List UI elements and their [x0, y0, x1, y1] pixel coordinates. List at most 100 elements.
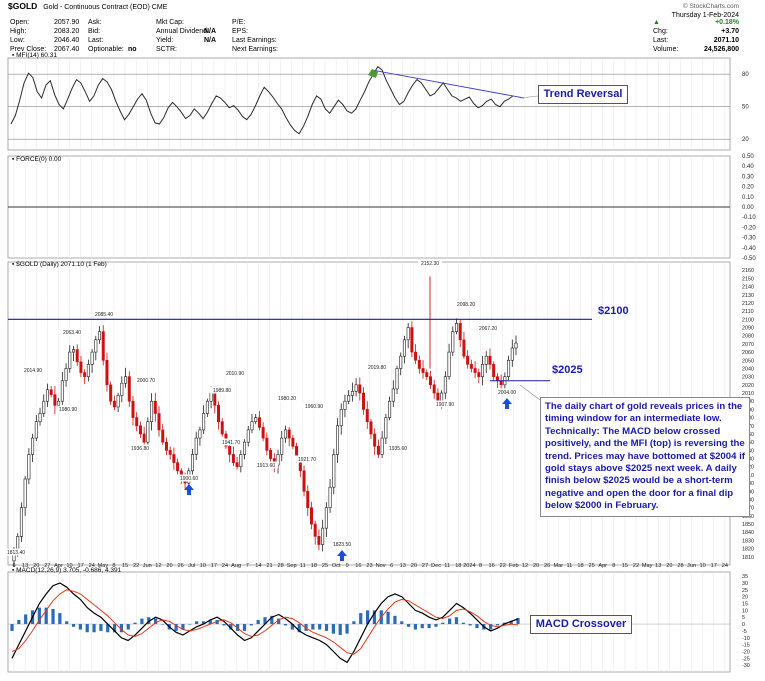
- candle-body: [306, 490, 310, 508]
- stat-row: Yield: N/A: [156, 37, 217, 44]
- price-point-label: 1823.50: [333, 542, 351, 548]
- candle-body: [254, 417, 258, 422]
- x-tick-label: 11: [300, 563, 306, 569]
- price-point-label: 2019.80: [368, 365, 386, 371]
- candle-body: [347, 395, 351, 402]
- x-tick-label: 28: [677, 563, 683, 569]
- x-tick-label: 8: [112, 563, 115, 569]
- x-tick-label: 16: [355, 563, 361, 569]
- macd-histogram-bar: [468, 624, 472, 626]
- candle-body: [276, 454, 280, 466]
- price-point-label: 2000.70: [137, 378, 155, 384]
- macd-histogram-bar: [195, 621, 199, 625]
- candle-body: [194, 437, 198, 455]
- point-label-bg: [134, 376, 158, 384]
- candle-body: [399, 355, 403, 369]
- candle-body: [391, 388, 395, 402]
- macd-histogram-bar: [119, 624, 124, 633]
- candle-body: [153, 400, 157, 414]
- candle-body: [243, 441, 247, 455]
- point-label-bg: [254, 461, 278, 469]
- price-y-tick: 2110: [742, 309, 754, 315]
- candle-body: [283, 429, 287, 439]
- force-panel-title: ▪ FORCE(0) 0.00: [12, 156, 62, 163]
- price-y-tick: 2070: [742, 342, 754, 348]
- x-tick-label: 24: [722, 563, 728, 569]
- candle-body: [157, 413, 161, 431]
- macd-histogram-bar: [475, 624, 479, 629]
- macd-histogram-bar: [509, 621, 513, 625]
- mfi-panel-title: ▪ MFI(14) 60.31: [12, 52, 57, 59]
- candle-body: [19, 507, 23, 537]
- mfi-y-tick: 20: [742, 137, 749, 143]
- candle-body: [425, 372, 429, 377]
- price-point-label: 2098.20: [457, 302, 475, 308]
- x-tick-label: 13: [400, 563, 406, 569]
- candle-body: [466, 355, 470, 365]
- price-point-label: 1936.80: [131, 446, 149, 452]
- macd-y-tick: 10: [742, 608, 748, 614]
- macd-y-tick: -15: [742, 643, 750, 649]
- stat-row: Bid:: [88, 28, 101, 35]
- x-tick-label: 20: [411, 563, 417, 569]
- stat-row: Prev Close: 2067.40: [10, 46, 80, 53]
- mfi-y-tick: 80: [742, 72, 749, 78]
- candle-body: [209, 392, 213, 402]
- x-tick-label: 21: [266, 563, 272, 569]
- stat-row: High: 2083.20: [10, 28, 80, 35]
- point-label-bg: [223, 369, 247, 377]
- point-label-bg: [302, 402, 326, 410]
- candle-body: [213, 392, 217, 406]
- candle-body: [380, 437, 384, 455]
- candle-body: [350, 391, 354, 396]
- candle-body: [164, 441, 168, 451]
- x-tick-label: Sep: [287, 563, 297, 569]
- macd-histogram-bar: [215, 619, 219, 625]
- x-tick-label: Apr: [54, 563, 63, 569]
- point-label-bg: [386, 444, 410, 452]
- force-y-tick: -0.10: [742, 215, 756, 221]
- price-point-label: 2010.90: [226, 371, 244, 377]
- macd-histogram-bar: [160, 624, 165, 625]
- price-y-tick: 2120: [742, 301, 754, 307]
- candle-body: [406, 327, 410, 341]
- macd-histogram-bar: [324, 624, 329, 631]
- x-tick-label: Nov: [376, 563, 386, 569]
- macd-histogram-bar: [71, 624, 76, 627]
- quote-date: Thursday 1-Feb-2024: [671, 12, 739, 19]
- candle-body: [124, 376, 128, 384]
- candle-body: [239, 454, 243, 468]
- macd-histogram-bar: [345, 624, 349, 634]
- candle-body: [365, 409, 369, 422]
- price-y-tick: 2090: [742, 326, 754, 332]
- macd-histogram-bar: [99, 624, 103, 631]
- candle-body: [235, 462, 239, 468]
- candle-body: [402, 339, 406, 357]
- price-point-label: 1980.20: [278, 396, 296, 402]
- stat-row: Ask:: [88, 19, 102, 26]
- x-tick-label: 26: [177, 563, 183, 569]
- macd-histogram-bar: [270, 615, 274, 625]
- point-label-bg: [433, 400, 457, 408]
- x-tick-label: 22: [133, 563, 139, 569]
- candle-body: [484, 355, 488, 365]
- macd-histogram-bar: [454, 617, 459, 625]
- stat-row: P/E:: [232, 19, 246, 26]
- candle-body: [98, 331, 102, 341]
- macd-histogram-bar: [263, 617, 267, 625]
- candle-body: [205, 400, 209, 414]
- x-tick-label: 12: [522, 563, 528, 569]
- macd-y-tick: 30: [742, 581, 748, 587]
- price-point-label: 2067.20: [479, 326, 497, 332]
- price-point-label: 1941.70: [222, 440, 240, 446]
- macd-histogram-bar: [283, 624, 288, 626]
- point-label-bg: [56, 405, 80, 413]
- force-y-tick: -0.30: [742, 236, 756, 242]
- macd-histogram-bar: [188, 624, 192, 625]
- x-tick-label: 17: [711, 563, 717, 569]
- candle-body: [131, 400, 135, 418]
- candle-body: [49, 389, 53, 395]
- point-label-bg: [21, 366, 45, 374]
- price-y-tick: 2080: [742, 334, 754, 340]
